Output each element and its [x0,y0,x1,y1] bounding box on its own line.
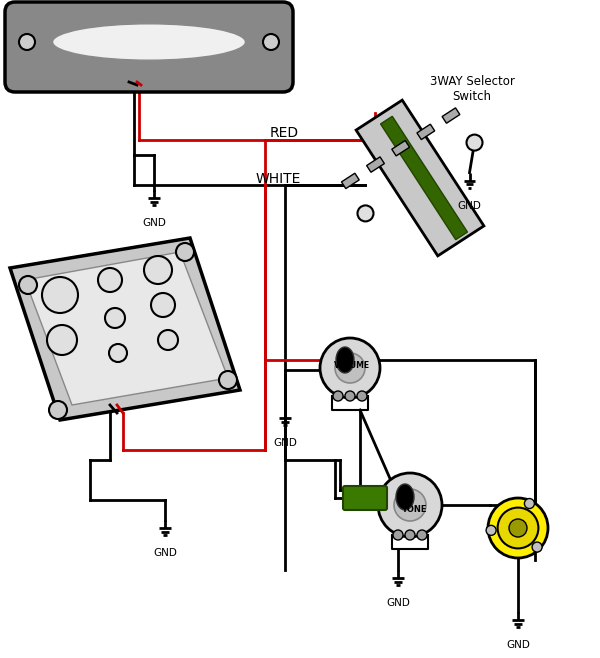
Ellipse shape [336,347,354,373]
Circle shape [335,353,365,383]
Text: GND: GND [142,218,166,228]
Circle shape [509,519,527,537]
FancyBboxPatch shape [343,486,387,510]
Circle shape [42,277,78,313]
Text: GND: GND [153,548,177,558]
Circle shape [105,308,125,328]
Circle shape [393,530,403,540]
Polygon shape [392,141,410,156]
Polygon shape [341,173,359,189]
Polygon shape [367,157,385,172]
Circle shape [378,473,442,537]
Circle shape [357,391,367,401]
Circle shape [333,391,343,401]
Circle shape [488,498,548,558]
Circle shape [497,507,538,548]
Polygon shape [356,100,484,256]
Circle shape [524,499,535,509]
Circle shape [151,293,175,317]
Polygon shape [10,238,240,420]
Circle shape [47,325,77,355]
Ellipse shape [396,484,414,510]
Circle shape [49,401,67,419]
Circle shape [417,530,427,540]
Circle shape [144,256,172,284]
Text: GND: GND [386,598,410,608]
Polygon shape [380,116,467,240]
Circle shape [219,371,237,389]
Circle shape [467,135,482,151]
Circle shape [19,276,37,294]
Text: TONE: TONE [402,505,428,515]
Polygon shape [417,124,435,139]
Circle shape [98,268,122,292]
Polygon shape [25,252,228,405]
Circle shape [158,330,178,350]
Circle shape [532,542,542,552]
Ellipse shape [53,24,245,60]
Circle shape [358,205,373,221]
Circle shape [263,34,279,50]
Text: VOLUME: VOLUME [334,361,370,370]
Text: GND: GND [506,640,530,650]
Text: GND: GND [458,201,481,211]
Circle shape [320,338,380,398]
Circle shape [109,344,127,362]
Circle shape [405,530,415,540]
Text: 3WAY Selector
Switch: 3WAY Selector Switch [430,75,514,103]
Circle shape [176,243,194,261]
Text: RED: RED [270,126,299,140]
Text: WHITE: WHITE [256,172,301,186]
Circle shape [394,489,426,521]
Circle shape [486,525,496,536]
Polygon shape [442,108,460,123]
FancyBboxPatch shape [5,2,293,92]
Circle shape [19,34,35,50]
Circle shape [345,391,355,401]
Text: GND: GND [273,438,297,448]
